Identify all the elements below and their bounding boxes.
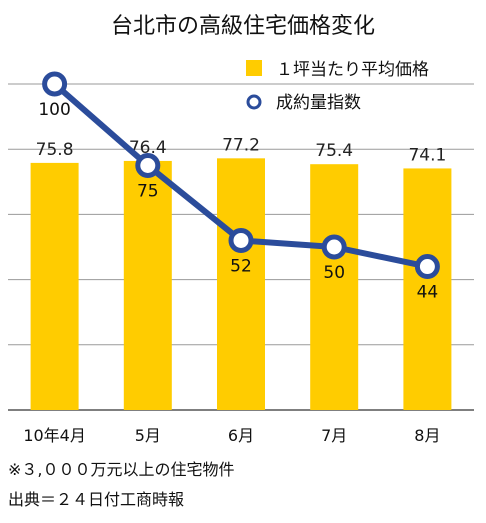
legend-line-marker [246, 94, 262, 110]
x-tick-label: 7月 [321, 426, 347, 445]
line-value-label: 75 [137, 182, 159, 202]
bar-value-labels: 75.8 76.4 77.2 75.4 74.1 [36, 135, 447, 165]
line-value-label: 44 [417, 283, 439, 303]
line-point [135, 153, 161, 178]
legend-bar-label: １坪当たり平均価格 [276, 60, 429, 80]
line-value-label: 50 [323, 263, 345, 283]
line-point [414, 254, 440, 280]
line-point [228, 227, 254, 253]
bar [403, 168, 452, 410]
line-value-labels: 100 75 52 50 44 [38, 100, 438, 303]
bar-value-label: 76.4 [129, 138, 167, 158]
bar [310, 164, 359, 410]
x-tick-label: 10年4月 [23, 426, 86, 445]
bar [123, 160, 172, 410]
legend-bar-swatch [246, 60, 262, 76]
x-tick-label: 8月 [414, 426, 440, 445]
bar-value-label: 75.4 [315, 141, 353, 161]
legend: １坪当たり平均価格 成約量指数 [246, 60, 429, 113]
bar-value-label: 74.1 [408, 145, 446, 165]
bar [217, 158, 265, 410]
line-point [42, 71, 68, 97]
line-value-label: 100 [38, 100, 70, 120]
bar [30, 162, 79, 410]
bar-value-label: 75.8 [36, 140, 74, 160]
line-series [42, 71, 440, 280]
footnote-criteria: ※３,０００万元以上の住宅物件 [8, 460, 235, 479]
x-tick-label: 6月 [228, 426, 254, 445]
footnote-source: 出典＝２４日付工商時報 [8, 490, 185, 509]
chart-title: 台北市の高級住宅価格変化 [111, 14, 375, 39]
bar-value-label: 77.2 [222, 135, 260, 155]
line-point [321, 234, 347, 260]
x-axis-tick-labels: 10年4月 5月 6月 7月 8月 [23, 426, 440, 445]
legend-line-label: 成約量指数 [276, 93, 361, 113]
bars [30, 158, 452, 410]
x-tick-label: 5月 [135, 426, 161, 445]
line-value-label: 52 [230, 256, 252, 276]
